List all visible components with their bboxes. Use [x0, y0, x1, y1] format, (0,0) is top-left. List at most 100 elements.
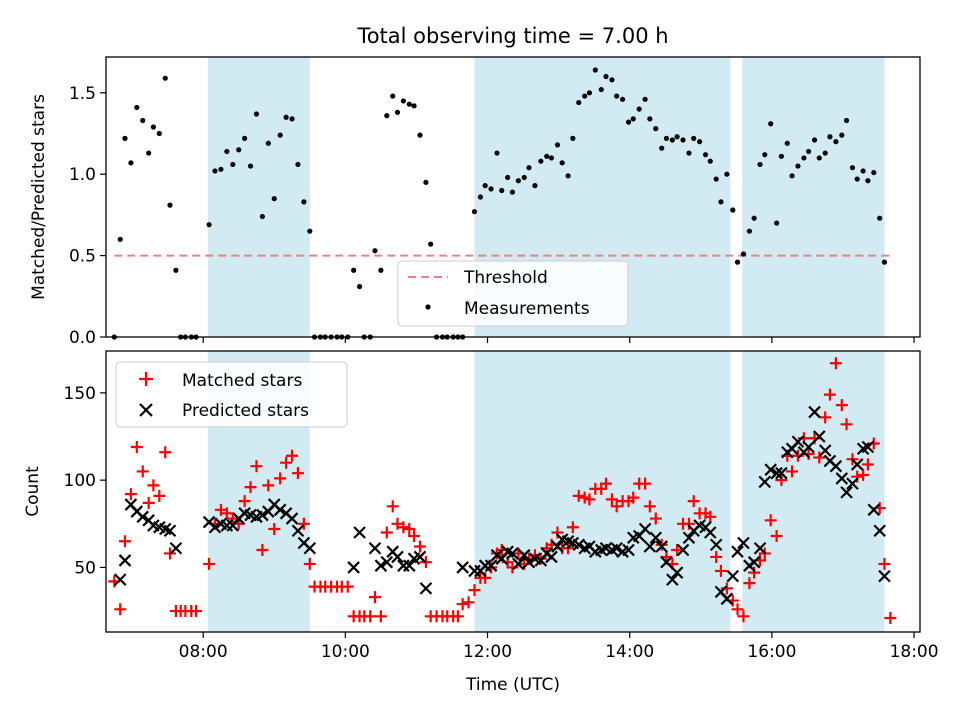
measurement-point [865, 178, 871, 184]
predicted-stars-point [291, 524, 305, 538]
measurement-point [482, 183, 488, 189]
measurement-point [795, 163, 801, 169]
matched-stars-point [159, 446, 172, 459]
measurement-point [477, 194, 484, 200]
matched-stars-point [775, 474, 788, 487]
y-tick-label: 1.0 [69, 165, 96, 185]
predicted-stars-point [545, 550, 558, 564]
predicted-stars-point [660, 555, 673, 569]
predicted-stars-point [169, 541, 183, 555]
matched-stars-point [551, 526, 564, 539]
matched-stars-point [250, 460, 263, 473]
measurement-point [740, 251, 747, 257]
measurement-point [774, 220, 780, 226]
measurement-point [224, 148, 230, 155]
measurement-point [697, 139, 703, 145]
predicted-stars-point [484, 559, 498, 572]
matched-stars-point [226, 512, 239, 525]
measurement-point [494, 150, 500, 156]
measurement-point [630, 116, 636, 122]
legend-matched-swatch [139, 372, 153, 386]
matched-stars-point [364, 610, 377, 623]
predicted-stars-point [403, 559, 416, 572]
matched-stars-point [124, 488, 137, 501]
measurement-point [881, 259, 888, 265]
measurement-point [230, 161, 236, 168]
measurement-point [789, 173, 795, 179]
predicted-stars-point [456, 561, 469, 574]
predicted-stars-point [285, 512, 299, 525]
matched-stars-point [163, 547, 176, 560]
matched-stars-point [341, 580, 354, 593]
measurement-point [538, 158, 544, 164]
measurement-point [253, 111, 260, 117]
measurement-point [778, 153, 784, 159]
measurement-point [307, 228, 313, 234]
measurement-point [526, 165, 532, 171]
predicted-stars-point [374, 559, 388, 572]
measurement-point [559, 160, 565, 166]
measurement-point [488, 186, 494, 192]
x-tick-label: 16:00 [747, 642, 796, 662]
measurement-point [827, 134, 833, 140]
measurement-point [784, 140, 790, 146]
matched-stars-point [813, 451, 826, 464]
legend-measurements-swatch [425, 304, 431, 310]
top-legend: Threshold Measurements [397, 260, 629, 327]
predicted-stars-point [391, 550, 404, 564]
shaded-interval-2 [742, 57, 885, 337]
measurement-point [406, 101, 412, 107]
legend-threshold-label: Threshold [463, 268, 548, 288]
x-axis-label: Time (UTC) [465, 675, 560, 695]
measurement-point [428, 241, 434, 247]
measurement-point [122, 135, 128, 141]
measurement-point [372, 248, 378, 254]
matched-stars-point [456, 598, 469, 611]
matched-stars-point [823, 388, 836, 401]
predicted-stars-point [737, 536, 750, 550]
y-tick-label: 150 [64, 384, 96, 404]
matched-stars-point [639, 477, 652, 490]
matched-stars-point [380, 526, 393, 539]
measurement-point [598, 86, 604, 93]
measurement-point [636, 106, 642, 112]
matched-stars-point [748, 566, 761, 579]
measurement-point [647, 116, 653, 122]
measurement-point [236, 147, 242, 153]
measurement-point [289, 116, 295, 122]
matched-stars-point [671, 543, 684, 556]
measurement-point [707, 158, 713, 164]
figure-title: Total observing time = 7.00 h [356, 24, 668, 48]
measurement-point [378, 267, 384, 273]
measurement-point [724, 171, 730, 177]
matched-stars-point [297, 517, 310, 530]
matched-stars-point [153, 489, 166, 502]
matched-stars-point [368, 591, 381, 604]
measurement-point [822, 150, 828, 156]
predicted-stars-point [758, 475, 772, 489]
matched-stars-point [610, 500, 623, 513]
top-shaded-intervals [207, 57, 885, 337]
matched-stars-point [291, 467, 304, 480]
measurement-point [614, 93, 620, 99]
matched-stars-point [682, 517, 695, 530]
predicted-stars-point [413, 550, 427, 564]
shaded-interval-2 [742, 351, 885, 632]
predicted-stars-point [775, 466, 788, 480]
y-tick-label: 50 [74, 558, 96, 578]
measurement-point [801, 155, 807, 161]
matched-stars-point [419, 556, 432, 569]
measurement-point [674, 134, 680, 140]
predicted-stars-point [846, 477, 859, 490]
predicted-stars-point [726, 569, 740, 583]
matched-stars-point [835, 399, 848, 412]
legend-predicted-swatch [139, 403, 153, 417]
matched-stars-point [764, 514, 777, 527]
matched-stars-point [142, 496, 155, 509]
measurement-point [117, 236, 123, 242]
measurement-point [167, 202, 173, 208]
matched-stars-point [286, 449, 299, 462]
measurement-point [242, 135, 248, 141]
x-tick-label: 14:00 [605, 642, 654, 662]
